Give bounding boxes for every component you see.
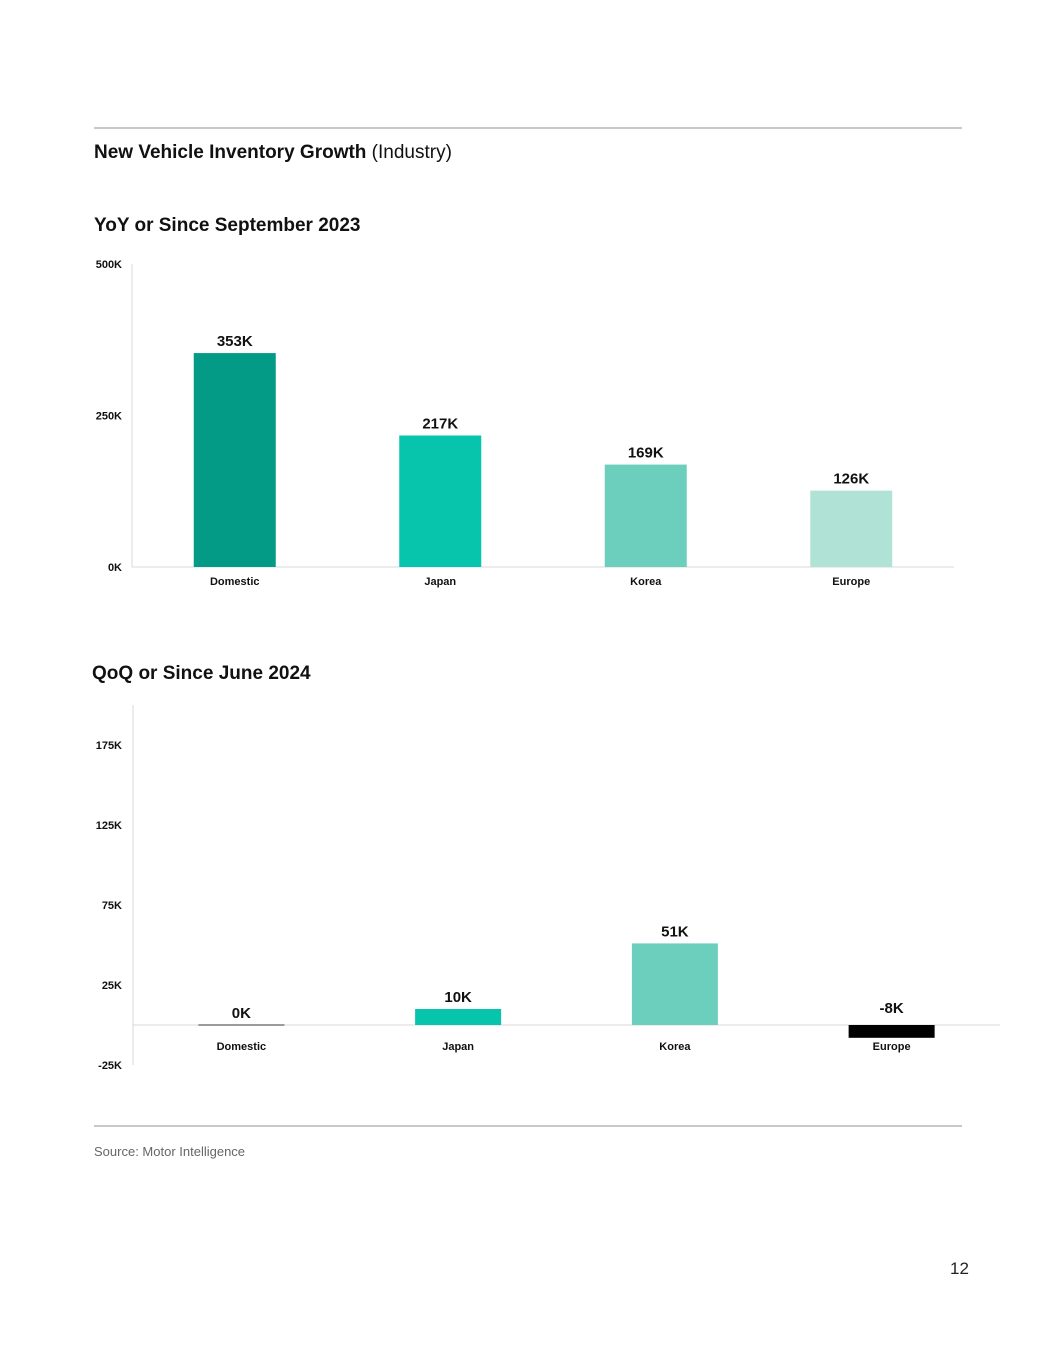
yoy-value-label-europe: 126K xyxy=(833,471,869,488)
qoq-bar-chart: -25K 25K 75K 125K 175K 0K Domestic 10K Japan 51K K… xyxy=(96,705,1000,1072)
qoq-category-label-europe: Europe xyxy=(873,1041,911,1053)
qoq-category-label-domestic: Domestic xyxy=(217,1041,267,1053)
yoy-category-label-japan: Japan xyxy=(424,576,456,588)
source-note: Source: Motor Intelligence xyxy=(94,1144,246,1159)
yoy-category-label-europe: Europe xyxy=(832,576,870,588)
yoy-y-tick-label: 0K xyxy=(108,562,122,574)
yoy-y-tick-label: 250K xyxy=(96,411,122,423)
yoy-chart-title: YoY or Since September 2023 xyxy=(94,215,361,236)
bottom-divider xyxy=(94,1125,962,1127)
yoy-category-label-korea: Korea xyxy=(630,576,662,588)
header-title: New Vehicle Inventory Growth xyxy=(94,142,367,163)
qoq-y-tick-label: -25K xyxy=(98,1060,122,1072)
yoy-y-tick-label: 500K xyxy=(96,259,122,271)
qoq-value-label-japan: 10K xyxy=(444,989,472,1006)
yoy-bar-europe xyxy=(810,490,893,567)
yoy-value-label-korea: 169K xyxy=(628,445,664,462)
page-number: 12 xyxy=(950,1259,969,1278)
top-divider xyxy=(94,127,962,129)
yoy-bar-korea xyxy=(604,464,687,567)
qoq-chart-title: QoQ or Since June 2024 xyxy=(92,663,311,684)
yoy-value-label-domestic: 353K xyxy=(217,333,253,350)
qoq-bar-korea xyxy=(631,943,718,1025)
qoq-bar-japan xyxy=(415,1009,502,1025)
yoy-category-label-domestic: Domestic xyxy=(210,576,260,588)
qoq-value-label-domestic: 0K xyxy=(232,1005,251,1022)
qoq-category-label-korea: Korea xyxy=(659,1041,691,1053)
yoy-bar-chart: 0K 250K 500K 353K Domestic 217K Japan 169K Korea… xyxy=(96,259,954,588)
yoy-value-label-japan: 217K xyxy=(422,415,458,432)
qoq-y-tick-label: 175K xyxy=(96,740,122,752)
qoq-bar-domestic xyxy=(198,1024,285,1026)
qoq-bar-europe xyxy=(848,1025,935,1038)
yoy-bar-japan xyxy=(399,435,482,567)
qoq-y-tick-label: 125K xyxy=(96,820,122,832)
qoq-y-tick-label: 75K xyxy=(102,900,122,912)
qoq-value-label-korea: 51K xyxy=(661,923,689,940)
header-subtitle: (Industry) xyxy=(366,142,452,163)
page-header: New Vehicle Inventory Growth (Industry) xyxy=(94,142,452,164)
yoy-bar-domestic xyxy=(193,353,276,567)
qoq-category-label-japan: Japan xyxy=(442,1041,474,1053)
qoq-value-label-europe: -8K xyxy=(880,1000,904,1017)
qoq-y-tick-label: 25K xyxy=(102,980,122,992)
